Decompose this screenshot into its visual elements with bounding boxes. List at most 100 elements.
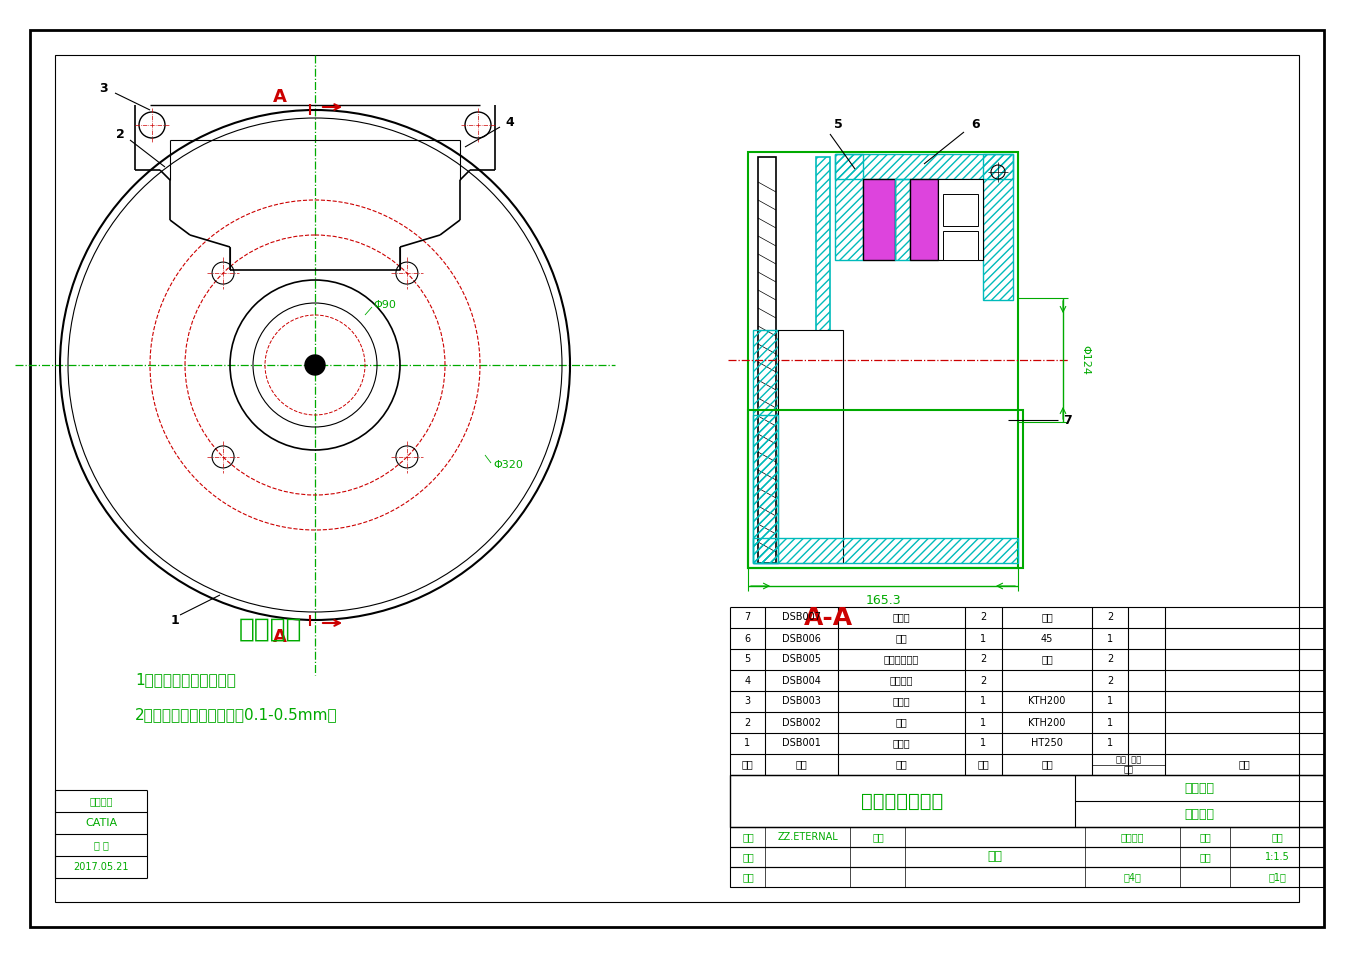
- Text: 盘式制动器总成: 盘式制动器总成: [861, 791, 944, 811]
- Text: 单件  总计: 单件 总计: [1116, 756, 1141, 765]
- Text: 3: 3: [99, 81, 107, 95]
- Bar: [835, 154, 862, 260]
- Text: 日 期: 日 期: [93, 840, 108, 850]
- Text: 密封圈: 密封圈: [892, 612, 910, 622]
- Bar: [56, 55, 1298, 902]
- Text: A-A: A-A: [803, 606, 853, 630]
- Text: 数量: 数量: [978, 760, 990, 769]
- Text: 45: 45: [1041, 634, 1053, 643]
- Bar: [753, 415, 779, 563]
- Text: 序号: 序号: [742, 760, 753, 769]
- Text: DSB003: DSB003: [783, 697, 821, 706]
- Text: 1: 1: [745, 739, 750, 748]
- Text: 材料: 材料: [1041, 760, 1053, 769]
- Text: 2: 2: [1106, 676, 1113, 685]
- Text: 1: 1: [980, 718, 987, 727]
- Text: 橡胶: 橡胶: [1041, 612, 1053, 622]
- Text: 2017.05.21: 2017.05.21: [73, 862, 129, 872]
- Text: 6: 6: [745, 634, 750, 643]
- Bar: [942, 232, 978, 259]
- Text: 名称: 名称: [895, 760, 907, 769]
- Text: DSB001: DSB001: [783, 739, 821, 748]
- Text: 1:1.5: 1:1.5: [1265, 852, 1289, 862]
- Text: 2、制动衬块与制动盘间隙0.1-0.5mm。: 2、制动衬块与制动盘间隙0.1-0.5mm。: [135, 707, 337, 723]
- Bar: [862, 179, 895, 260]
- Text: 弹簧螺柱: 弹簧螺柱: [890, 676, 913, 685]
- Bar: [895, 179, 910, 260]
- Text: 制动衬块总成: 制动衬块总成: [884, 655, 919, 664]
- Text: 4: 4: [505, 117, 515, 129]
- Bar: [747, 410, 1024, 568]
- Bar: [747, 152, 1018, 568]
- Bar: [983, 154, 1013, 300]
- Bar: [835, 154, 1013, 179]
- Text: DSB004: DSB004: [783, 676, 821, 685]
- Text: 1: 1: [1108, 634, 1113, 643]
- Text: 2: 2: [745, 718, 750, 727]
- Text: 1: 1: [1108, 739, 1113, 748]
- Text: CATIA: CATIA: [85, 818, 116, 828]
- Text: 2: 2: [980, 655, 987, 664]
- Text: 制动钳: 制动钳: [892, 697, 910, 706]
- Text: 1: 1: [1108, 718, 1113, 727]
- Text: 图纸编号: 图纸编号: [1185, 808, 1215, 820]
- Text: 2: 2: [980, 676, 987, 685]
- Text: 重量: 重量: [1271, 832, 1282, 842]
- Text: A: A: [274, 88, 287, 106]
- Text: DSB006: DSB006: [783, 634, 821, 643]
- Text: 制动盘: 制动盘: [892, 739, 910, 748]
- Text: 部件: 部件: [987, 851, 1002, 863]
- Text: 比例: 比例: [1200, 852, 1210, 862]
- Text: KTH200: KTH200: [1028, 697, 1066, 706]
- Text: 165.3: 165.3: [865, 593, 900, 607]
- Bar: [942, 194, 978, 227]
- Text: 1: 1: [1108, 697, 1113, 706]
- Text: 零件: 零件: [1041, 655, 1053, 664]
- Text: Φ124: Φ124: [1080, 345, 1090, 375]
- Text: KTH200: KTH200: [1028, 718, 1066, 727]
- Text: 校对: 校对: [742, 852, 754, 862]
- Text: 2: 2: [1106, 655, 1113, 664]
- Text: 备注: 备注: [1239, 760, 1250, 769]
- Text: A: A: [274, 628, 287, 646]
- Text: 审核: 审核: [742, 872, 754, 882]
- Text: 4: 4: [745, 676, 750, 685]
- Text: 2: 2: [980, 612, 987, 622]
- Text: 7: 7: [745, 612, 750, 622]
- Text: Φ320: Φ320: [493, 460, 523, 470]
- Text: 1: 1: [171, 613, 179, 627]
- Text: 单位名称: 单位名称: [1185, 782, 1215, 794]
- Text: 1: 1: [980, 697, 987, 706]
- Text: DSB005: DSB005: [783, 655, 821, 664]
- Text: 1: 1: [980, 739, 987, 748]
- Text: 重量: 重量: [1124, 766, 1133, 774]
- Text: 重量: 重量: [1200, 832, 1210, 842]
- Text: 共4张: 共4张: [1122, 872, 1141, 882]
- Text: 活塞: 活塞: [895, 634, 907, 643]
- Text: 代号: 代号: [796, 760, 807, 769]
- Text: 1: 1: [980, 634, 987, 643]
- Bar: [753, 538, 1018, 563]
- Bar: [730, 775, 1324, 827]
- Text: 阶段标记: 阶段标记: [1120, 832, 1144, 842]
- Text: 支架: 支架: [895, 718, 907, 727]
- Bar: [938, 179, 983, 260]
- Text: HT250: HT250: [1030, 739, 1063, 748]
- Text: 5: 5: [834, 118, 842, 130]
- Bar: [816, 157, 830, 563]
- Text: 技术要求: 技术要求: [238, 617, 302, 643]
- Text: DSB007: DSB007: [783, 612, 821, 622]
- Text: 5: 5: [745, 655, 750, 664]
- Text: 7: 7: [1064, 413, 1072, 427]
- Bar: [910, 179, 938, 260]
- Bar: [779, 330, 844, 563]
- Bar: [753, 330, 779, 563]
- Text: 审定: 审定: [872, 832, 884, 842]
- Bar: [730, 847, 1324, 867]
- Text: 2: 2: [1106, 612, 1113, 622]
- Text: 3: 3: [745, 697, 750, 706]
- Bar: [758, 157, 776, 563]
- Circle shape: [305, 355, 325, 375]
- Text: DSB002: DSB002: [783, 718, 821, 727]
- Text: Φ90: Φ90: [372, 300, 395, 310]
